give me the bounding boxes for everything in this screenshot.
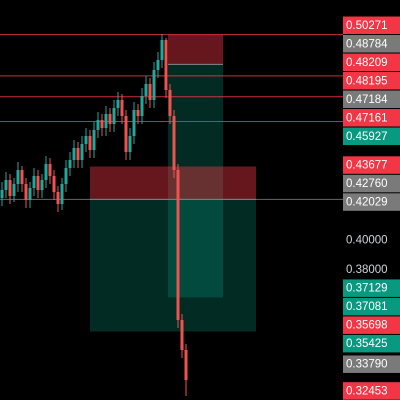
price-label: 0.48209 [346,57,388,69]
candle-body [96,120,100,130]
candle-body [24,184,28,200]
candle-body [168,90,172,116]
candle-body [80,144,84,160]
candle-body [152,70,156,100]
price-label-box [343,382,400,400]
candle-body [60,184,64,204]
stop-zone [168,34,223,65]
candle-body [32,176,36,188]
price-label-box [343,16,400,35]
candle-body [52,176,56,192]
candle-body [56,192,60,204]
price-label-box [343,53,400,72]
candle-body [176,170,180,320]
candle-body [160,40,164,60]
price-label-box [343,35,400,53]
price-label-box [343,90,400,109]
candle-body [88,136,92,150]
price-label: 0.33790 [346,359,388,371]
candle-body [136,110,140,116]
candle-body [84,136,88,144]
candle-body [68,160,72,168]
candle-body [36,176,40,190]
price-label: 0.32453 [346,385,388,397]
price-label: 0.37129 [346,283,388,295]
price-label: 0.50271 [346,20,388,32]
candle-body [116,100,120,108]
candle-body [20,170,24,184]
candle-body [92,130,96,150]
candle-body [0,190,4,198]
candle-body [16,170,20,184]
candle-body [64,168,68,184]
candle-body [120,100,124,116]
price-label: 0.48784 [346,38,388,50]
price-label-box [343,72,400,90]
candle-body [148,84,152,100]
candle-body [40,180,44,190]
price-label: 0.47184 [346,94,388,106]
candle-body [112,108,116,124]
candle-body [72,148,76,160]
candle-body [8,180,12,196]
price-label: 0.40000 [346,235,388,247]
price-label: 0.48195 [346,75,388,87]
candle-body [140,96,144,116]
price-label-box [343,316,400,334]
price-label: 0.35698 [346,320,388,332]
candle-body [108,114,112,124]
candle-body [12,184,16,196]
target-zone [90,199,256,332]
price-label-box [343,156,400,174]
price-label-box [343,127,400,146]
price-label: 0.45927 [346,131,388,143]
candle-body [184,350,188,380]
candle-body [4,180,8,190]
price-label: 0.35425 [346,338,388,350]
candle-body [132,110,136,136]
candle-body [156,60,160,70]
price-label-box [343,334,400,353]
candle-body [144,84,148,96]
price-label-box [343,279,400,297]
candle-body [28,188,32,200]
candle-body [48,164,52,176]
price-label-box [343,297,400,316]
price-label: 0.47161 [346,112,388,124]
candle-body [104,114,108,128]
candle-body [128,136,132,152]
candle-body [164,40,168,90]
price-label-box [343,193,400,211]
price-label: 0.43677 [346,160,388,172]
price-label: 0.42029 [346,197,388,209]
price-label: 0.38000 [346,264,388,276]
candle-body [100,120,104,128]
candle-body [172,116,176,170]
candle-body [44,164,48,180]
price-label-box [343,109,400,127]
candle-body [180,320,184,350]
stop-zone [90,166,256,200]
price-label-box [343,174,400,193]
price-label: 0.37081 [346,301,388,313]
price-label-box [343,355,400,373]
candle-body [76,148,80,160]
candle-body [124,116,128,152]
price-label: 0.42760 [346,178,388,190]
